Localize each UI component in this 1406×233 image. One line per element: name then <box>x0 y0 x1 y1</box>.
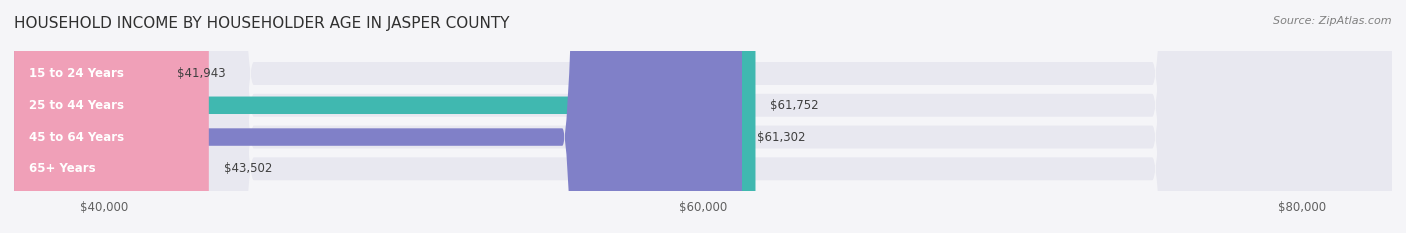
Text: 65+ Years: 65+ Years <box>30 162 96 175</box>
Text: $43,502: $43,502 <box>224 162 273 175</box>
Text: HOUSEHOLD INCOME BY HOUSEHOLDER AGE IN JASPER COUNTY: HOUSEHOLD INCOME BY HOUSEHOLDER AGE IN J… <box>14 16 509 31</box>
FancyBboxPatch shape <box>0 0 194 233</box>
Text: Source: ZipAtlas.com: Source: ZipAtlas.com <box>1274 16 1392 26</box>
FancyBboxPatch shape <box>14 0 755 233</box>
FancyBboxPatch shape <box>14 0 209 233</box>
Text: $61,752: $61,752 <box>770 99 820 112</box>
Text: $61,302: $61,302 <box>756 130 806 144</box>
Text: 25 to 44 Years: 25 to 44 Years <box>30 99 124 112</box>
FancyBboxPatch shape <box>14 0 1392 233</box>
FancyBboxPatch shape <box>14 0 1392 233</box>
Text: 45 to 64 Years: 45 to 64 Years <box>30 130 124 144</box>
FancyBboxPatch shape <box>14 0 1392 233</box>
Text: $41,943: $41,943 <box>177 67 226 80</box>
Text: 15 to 24 Years: 15 to 24 Years <box>30 67 124 80</box>
FancyBboxPatch shape <box>14 0 742 233</box>
FancyBboxPatch shape <box>14 0 1392 233</box>
